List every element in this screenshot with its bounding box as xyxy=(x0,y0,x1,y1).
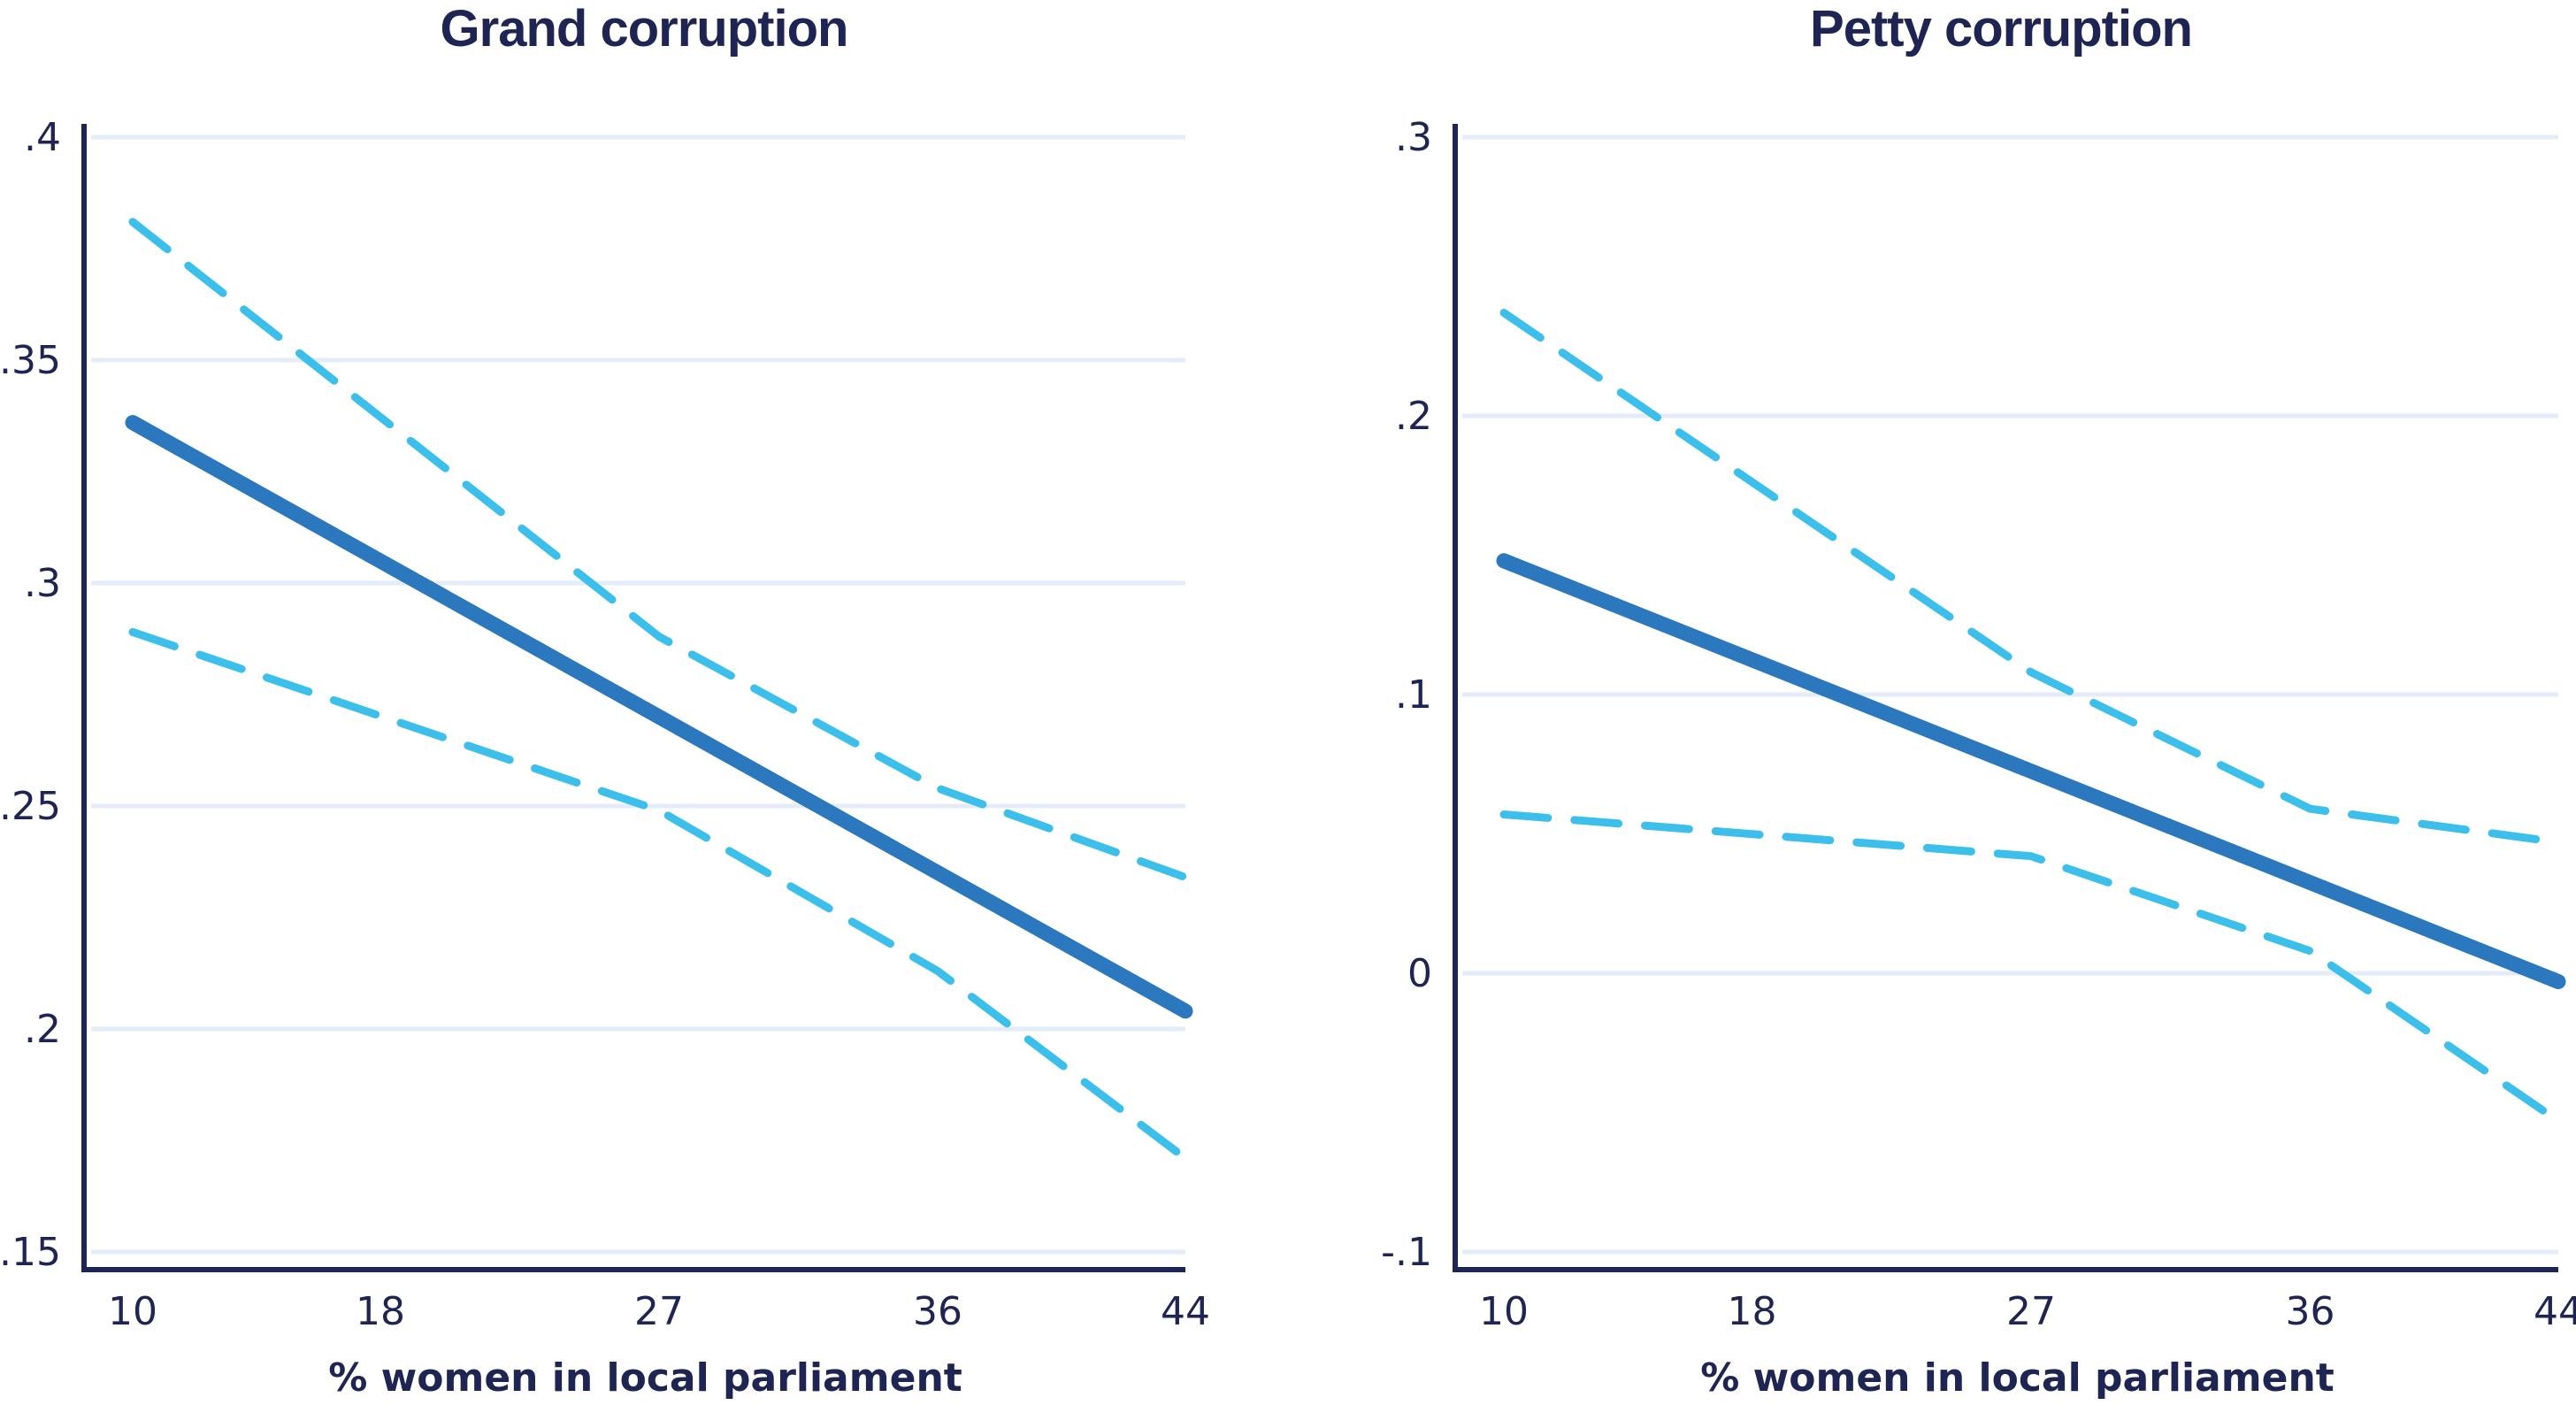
grand-chart-title: Grand corruption xyxy=(441,0,848,58)
grand-y-tick-label: .15 xyxy=(0,1230,61,1275)
petty-y-tick-label: .1 xyxy=(1395,672,1432,718)
grand-x-tick-label: 10 xyxy=(108,1289,157,1334)
grand-y-tick-label: .25 xyxy=(0,784,61,829)
petty-y-tick-label: -.1 xyxy=(1381,1230,1432,1275)
grand-x-tick-label: 36 xyxy=(913,1289,962,1334)
petty-chart-title: Petty corruption xyxy=(1810,0,2192,58)
petty-upper-ci-line xyxy=(1499,309,2563,847)
petty-x-tick-label: 36 xyxy=(2286,1289,2335,1334)
grand-estimate-line xyxy=(125,415,1193,1019)
petty-y-tick-label: 0 xyxy=(1407,951,1432,996)
grand-x-axis-label: % women in local parliament xyxy=(328,1355,962,1401)
grand-y-tick-label: .3 xyxy=(24,561,61,606)
petty-x-tick-label: 27 xyxy=(2006,1289,2056,1334)
petty-x-tick-label: 44 xyxy=(2534,1289,2576,1334)
petty-x-axis-label: % women in local parliament xyxy=(1700,1355,2334,1401)
grand-y-tick-label: .4 xyxy=(24,115,61,160)
petty-corruption-chart: Petty corruption -.1 0 .1 .2 .3 10 18 27 36 44 % wo… xyxy=(1381,0,2576,1401)
petty-x-tick-label: 18 xyxy=(1727,1289,1776,1334)
grand-corruption-chart: Grand corruption .15 .2 .25 .3 .35 .4 10 18 27 36 4… xyxy=(0,0,1210,1401)
grand-lower-ci-line xyxy=(128,627,1190,1163)
petty-estimate-line xyxy=(1496,553,2566,989)
grand-y-tick-label: .35 xyxy=(0,338,61,383)
petty-y-tick-label: .3 xyxy=(1395,115,1432,160)
grand-x-tick-label: 18 xyxy=(356,1289,405,1334)
petty-y-tick-label: .2 xyxy=(1395,394,1432,439)
grand-upper-ci-line xyxy=(128,218,1190,882)
petty-x-tick-label: 10 xyxy=(1479,1289,1529,1334)
grand-x-tick-label: 44 xyxy=(1161,1289,1210,1334)
grand-x-tick-label: 27 xyxy=(634,1289,684,1334)
petty-lower-ci-line xyxy=(1499,810,2563,1125)
grand-y-tick-label: .2 xyxy=(24,1007,61,1052)
